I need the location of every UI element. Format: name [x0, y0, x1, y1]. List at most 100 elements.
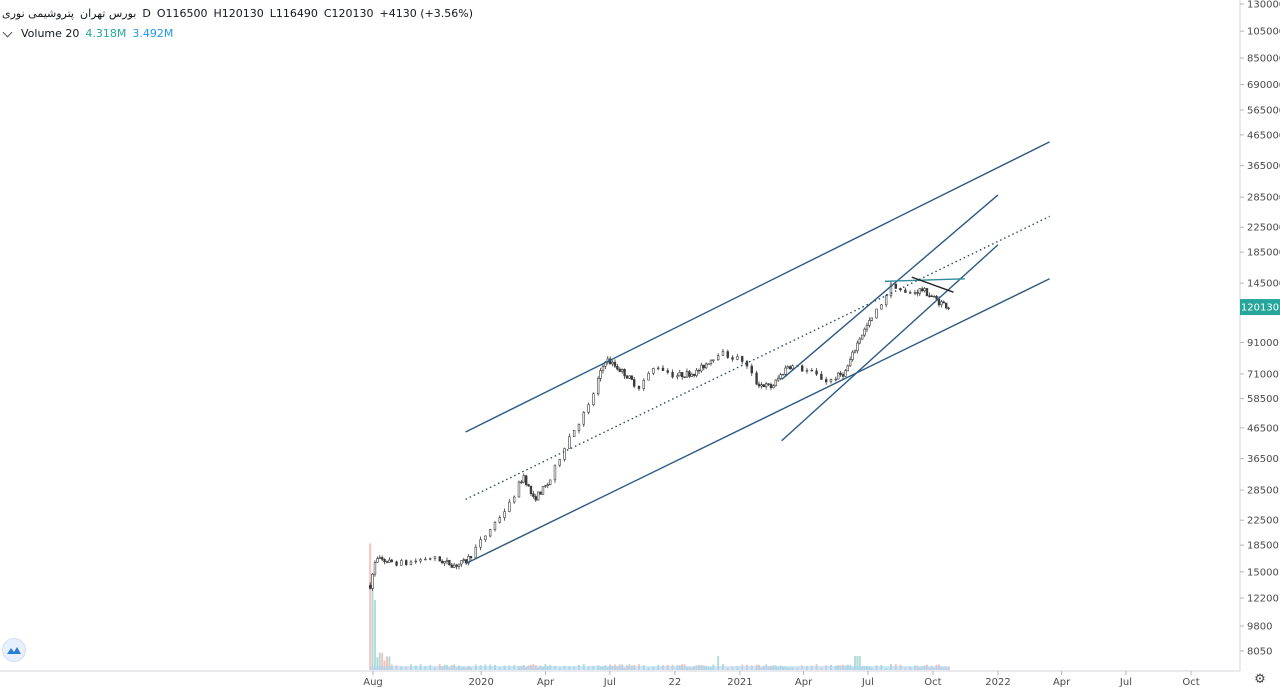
candle-body — [424, 558, 427, 561]
candle-body — [448, 559, 451, 566]
trendline[interactable] — [884, 278, 965, 283]
price-tick-label: 285000 — [1247, 193, 1280, 204]
candle-body — [692, 373, 696, 376]
candle-body — [577, 423, 581, 431]
tradingview-logo-icon[interactable] — [2, 638, 26, 662]
candle-body — [791, 365, 794, 370]
candle-body — [508, 501, 511, 512]
candle-body — [520, 481, 523, 484]
price-tick-label: 15000 — [1247, 567, 1279, 578]
trendline[interactable] — [911, 276, 954, 293]
candle-body — [920, 288, 924, 292]
symbol-interval[interactable]: D — [142, 7, 151, 20]
volume-indicator-label[interactable]: Volume 20 — [21, 27, 80, 40]
ohlc-open: O116500 — [156, 7, 208, 20]
time-axis[interactable]: Aug 2020 Apr Jul 22 2021 Apr Jul Oct 2022 Apr Jul Oc… — [363, 671, 1200, 687]
candle-body — [688, 371, 691, 377]
price-axis[interactable]: 1300000 1050000 850000 690000 565000 465000 36… — [1240, 0, 1280, 658]
candle-body — [522, 475, 525, 483]
price-tick-label: 465000 — [1247, 130, 1280, 141]
price-tick-label: 28500 — [1247, 486, 1279, 497]
candle-body — [548, 479, 552, 485]
candle-body — [532, 493, 535, 497]
candle-body — [889, 283, 893, 297]
volume-legend[interactable]: Volume 20 4.318M 3.492M — [2, 27, 179, 40]
candle-body — [558, 459, 561, 466]
candle-body — [601, 365, 605, 371]
candle-body — [440, 560, 444, 564]
candle-body — [378, 557, 381, 559]
candle-body — [652, 368, 655, 374]
ohlc-low: L116490 — [269, 7, 318, 20]
median-trendline[interactable] — [465, 215, 1050, 501]
time-tick-label: 22 — [669, 677, 682, 687]
price-tick-label: 46500 — [1247, 423, 1279, 434]
candle-body — [460, 560, 463, 565]
candle-body — [788, 366, 792, 370]
candle-body — [940, 301, 943, 306]
candle-body — [637, 386, 641, 389]
candle-body — [419, 559, 422, 562]
trendline[interactable] — [781, 244, 999, 442]
candle-body — [760, 384, 763, 387]
time-tick-label: Oct — [924, 677, 941, 687]
price-tick-label: 850000 — [1247, 54, 1280, 65]
symbol-legend[interactable]: پتروشیمی نوری بورس تهران D O116500 H1201… — [2, 7, 479, 20]
trendlines[interactable] — [465, 141, 1050, 565]
trendline[interactable] — [465, 278, 1050, 565]
candle-body — [810, 369, 813, 372]
price-tick-label: 565000 — [1247, 106, 1280, 117]
price-tick-label: 225000 — [1247, 223, 1280, 234]
time-tick-label: Aug — [363, 677, 383, 687]
last-price-badge — [1240, 299, 1280, 316]
candle-body — [534, 496, 537, 501]
candle-body — [844, 370, 847, 377]
candle-body — [704, 363, 708, 369]
candle-body — [647, 372, 650, 381]
gear-icon[interactable]: ⚙ — [1254, 672, 1266, 687]
price-tick-label: 58500 — [1247, 394, 1279, 405]
time-tick-label: Apr — [795, 677, 813, 687]
candle-body — [779, 374, 782, 379]
candle-body — [685, 371, 689, 378]
candle-body — [678, 372, 681, 377]
chevron-down-icon[interactable] — [2, 27, 13, 37]
candle-body — [942, 301, 945, 304]
volume-bars — [369, 543, 950, 670]
candle-body — [846, 365, 849, 372]
ohlc-high: H120130 — [213, 7, 264, 20]
candle-body — [452, 564, 456, 568]
price-tick-label: 36500 — [1247, 454, 1279, 465]
candle-body — [784, 367, 787, 375]
candle-body — [390, 559, 393, 563]
candle-body — [368, 584, 372, 589]
candle-body — [736, 356, 739, 360]
trendline[interactable] — [465, 141, 1050, 433]
candle-body — [829, 379, 833, 383]
volume-bar — [717, 656, 720, 670]
candle-body — [935, 296, 938, 300]
symbol-name[interactable]: پتروشیمی نوری — [2, 7, 74, 20]
candle-body — [712, 359, 715, 361]
candle-body — [443, 561, 446, 564]
volume-bar — [373, 600, 376, 670]
volume-bar — [388, 656, 391, 670]
candle-body — [870, 317, 873, 321]
candle-body — [676, 375, 679, 378]
candle-body — [596, 377, 600, 395]
candle-body — [726, 351, 729, 358]
candle-body — [409, 561, 413, 565]
candle-body — [786, 366, 789, 369]
candle-body — [479, 539, 482, 548]
candle-body — [750, 365, 753, 374]
trendline[interactable] — [781, 194, 999, 381]
volume-bar — [378, 652, 381, 670]
candle-body — [445, 559, 449, 562]
candle-body — [690, 373, 693, 377]
candle-body — [563, 448, 566, 460]
time-tick-label: Jul — [1119, 677, 1132, 687]
candle-body — [599, 370, 602, 379]
price-tick-label: 9800 — [1247, 621, 1272, 632]
time-tick-label: Apr — [1053, 677, 1071, 687]
